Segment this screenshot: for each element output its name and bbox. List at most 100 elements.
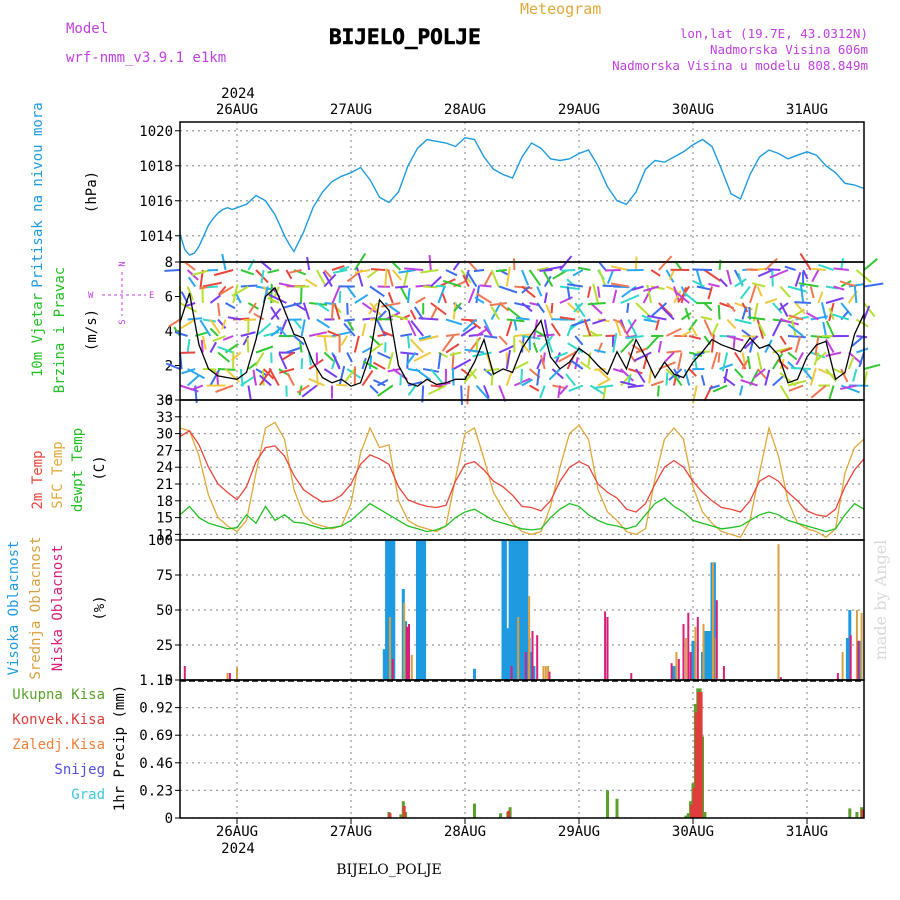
wind-arrow <box>673 286 681 303</box>
wind-arrow <box>825 368 837 382</box>
wind-arrow <box>213 269 234 277</box>
wind-arrow <box>217 351 231 363</box>
precip-unit: 1hr Precip (mm) <box>112 685 128 811</box>
wind-arrow <box>449 351 462 356</box>
wind-arrow <box>620 380 637 387</box>
wind-arrow <box>779 335 787 346</box>
wind-arrow <box>369 335 381 346</box>
cloud-bar <box>410 654 413 680</box>
wind-arrow <box>573 302 584 313</box>
wind-arrow <box>338 365 346 386</box>
wind-arrow <box>657 340 662 353</box>
wind-arrow <box>377 379 389 387</box>
wind-arrow <box>646 335 660 350</box>
wind-arrow <box>863 305 871 320</box>
wind-arrow <box>612 332 618 353</box>
precip-bar <box>686 813 690 818</box>
wind-arrow <box>625 335 644 340</box>
top-year-label: 2024 <box>221 86 255 102</box>
model-name: wrf-nmm_v3.9.1 e1km <box>66 50 226 66</box>
top-day-label: 27AUG <box>330 102 372 118</box>
cloud-bar <box>389 617 391 680</box>
precip-bar <box>855 812 859 818</box>
wind-arrow <box>772 302 783 314</box>
wind-arrow <box>338 290 342 304</box>
wind-arrow <box>413 306 425 321</box>
top-day-label: 26AUG <box>216 102 258 118</box>
wind-arrow-field <box>164 252 884 405</box>
y-tick-label: 8 <box>165 255 173 271</box>
wind-arrow <box>592 283 599 304</box>
wind-arrow <box>513 377 531 387</box>
cloud-bar <box>385 540 389 680</box>
wind-arrow <box>168 318 181 328</box>
t2m-line <box>179 429 865 518</box>
temp-axis-labels: 2m Temp SFC Temp dewpt Temp (C) <box>30 428 108 512</box>
wind-arrow <box>570 359 584 370</box>
wind-arrow <box>787 285 807 293</box>
wind-arrow <box>551 368 564 380</box>
wind-arrow <box>415 284 431 288</box>
wind-arrow <box>369 355 373 370</box>
wind-arrow <box>571 318 591 327</box>
wind-arrow <box>719 363 734 370</box>
wind-panel: 0 2 4 6 8 <box>164 252 884 409</box>
wind-arrow <box>400 333 413 337</box>
wind-arrow <box>209 318 221 335</box>
location-text: lon,lat (19.7E, 43.0312N) <box>680 26 868 41</box>
wind-arrow <box>240 284 258 288</box>
wind-arrow <box>340 335 349 346</box>
cloud-bar <box>420 540 424 680</box>
wind-arrow <box>574 356 579 370</box>
wind-arrow <box>778 302 789 311</box>
wind-arrow <box>651 302 668 317</box>
precip-bar <box>388 813 392 818</box>
wind-speed-line <box>179 286 865 387</box>
y-tick-label: 25 <box>156 638 173 654</box>
wind-arrow <box>242 335 250 346</box>
wind-arrow <box>231 351 242 361</box>
wind-arrow <box>192 384 204 391</box>
wind-arrow <box>403 269 409 286</box>
wind-arrow <box>498 285 518 294</box>
wind-arrow <box>240 269 255 276</box>
wind-arrow <box>217 318 227 329</box>
cloud-bar <box>722 666 725 680</box>
cloud-bar <box>528 596 531 680</box>
wind-arrow <box>192 269 211 277</box>
wind-arrow <box>711 322 719 337</box>
wind-arrow <box>657 385 660 397</box>
footer-station: BIJELO_POLJE <box>336 862 441 878</box>
wind-arrow <box>387 352 394 370</box>
wind-arrow <box>344 318 355 322</box>
wind-arrow <box>438 381 451 387</box>
wind-arrow <box>650 269 661 277</box>
wind-arrow <box>810 384 827 399</box>
wind-arrow <box>597 286 601 298</box>
cloud-bar <box>672 666 676 680</box>
wind-arrow <box>815 351 827 362</box>
y-tick-label: 2 <box>165 359 173 375</box>
wind-arrow <box>286 373 295 386</box>
wind-arrow <box>688 318 698 331</box>
wind-arrow <box>550 302 554 314</box>
compass-e: E <box>149 291 154 301</box>
wind-arrow <box>620 294 640 304</box>
wind-arrow <box>588 329 599 337</box>
wind-arrow <box>568 384 584 393</box>
wind-arrow <box>505 372 513 386</box>
wind-arrow <box>688 335 702 340</box>
wind-arrow <box>247 361 258 370</box>
wind-arrow <box>688 368 697 377</box>
wind-unit: (m/s) <box>84 309 100 351</box>
wind-arrow <box>788 384 804 392</box>
wind-arrow <box>339 265 350 271</box>
wind-arrow <box>513 319 518 331</box>
wind-arrow <box>186 374 200 387</box>
cloud-bar <box>525 540 529 680</box>
wind-arrow <box>732 335 736 349</box>
cloud-bar <box>604 611 607 680</box>
wind-arrow <box>278 353 288 370</box>
y-tick-label: 50 <box>156 603 173 619</box>
